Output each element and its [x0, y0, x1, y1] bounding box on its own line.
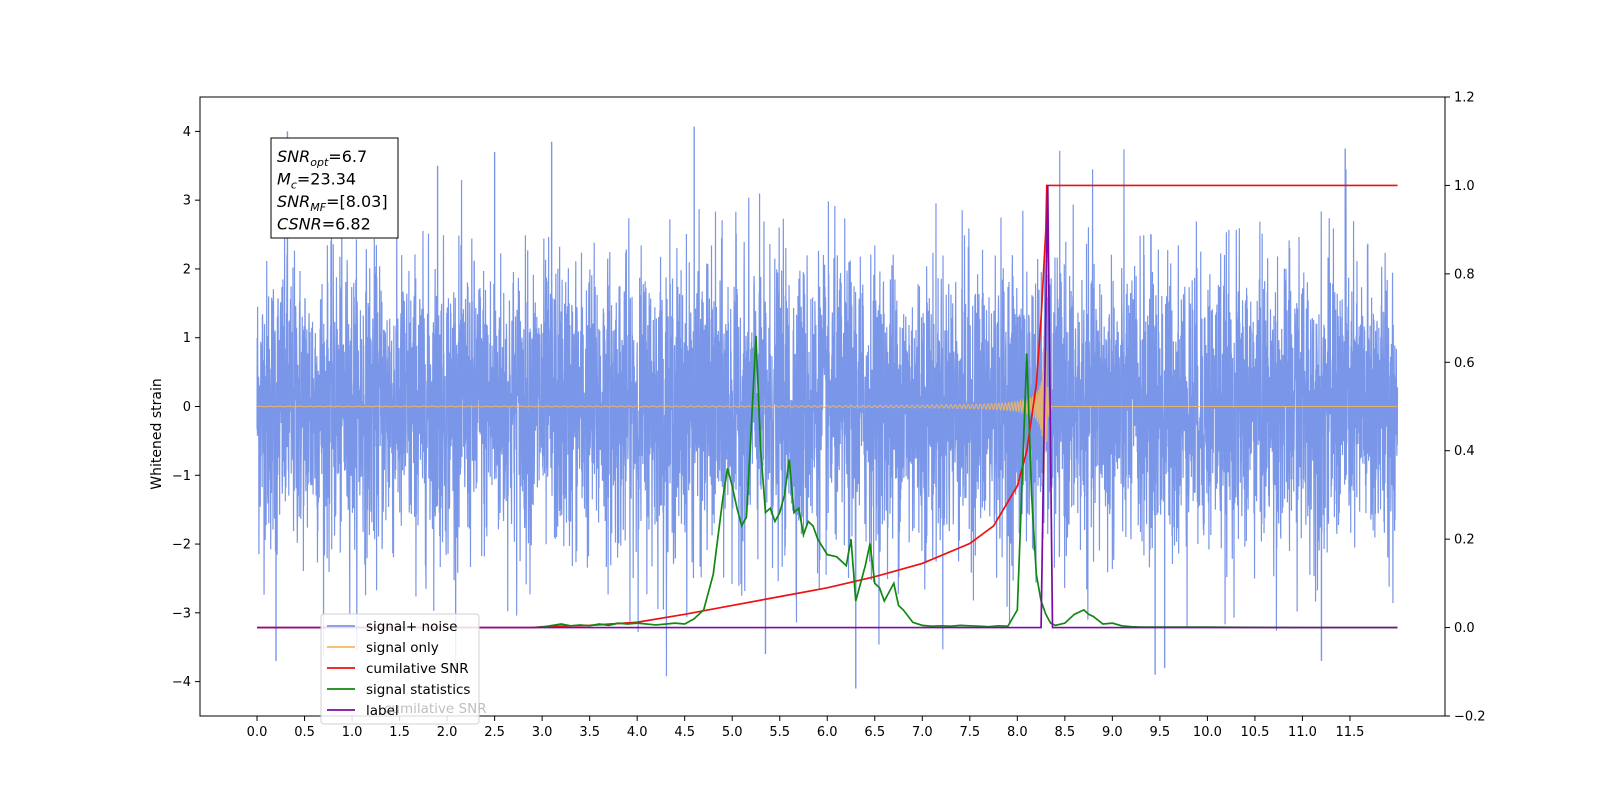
y-tick-label: −4 — [172, 675, 191, 690]
x-tick-label: 3.5 — [579, 725, 600, 740]
x-tick-label: 0.5 — [294, 725, 315, 740]
x-tick-label: 1.0 — [342, 725, 363, 740]
y-tick-label: −3 — [172, 606, 191, 621]
y-tick-label: −2 — [172, 538, 191, 553]
legend-frame — [320, 613, 480, 725]
y-tick-label: 3 — [183, 194, 191, 209]
plot-area — [256, 126, 1399, 689]
x-tick-label: 3.0 — [532, 725, 553, 740]
signal-series-group — [256, 337, 1398, 474]
series-signal-statistics — [532, 335, 1398, 629]
legend-entry-signal-statistics: signal statistics — [366, 682, 470, 698]
x-tick-label: 5.5 — [769, 725, 790, 740]
x-tick-label: 10.0 — [1193, 725, 1222, 740]
legend-entry-signal-plus-noise: signal+ noise — [366, 619, 457, 635]
x-tick-label: 9.5 — [1150, 725, 1171, 740]
y2-tick-label: 0.4 — [1454, 444, 1475, 459]
x-tick-label: 9.0 — [1102, 725, 1123, 740]
x-tick-label: 0.0 — [247, 725, 268, 740]
x-axis: 0.0 0.5 1.0 1.5 2.0 2.5 3.0 3.5 4.0 4.5 5.0 5.5 6.0 6… — [247, 716, 1364, 740]
x-tick-label: 11.5 — [1335, 725, 1364, 740]
x-tick-label: 6.0 — [817, 725, 838, 740]
x-tick-label: 8.0 — [1007, 725, 1028, 740]
noise-series-group — [256, 126, 1399, 689]
y-tick-label: 2 — [183, 262, 191, 277]
y-tick-label: 0 — [183, 400, 191, 415]
legend-entry-cumilative-snr: cumilative SNR — [366, 661, 469, 677]
x-tick-label: 7.0 — [912, 725, 933, 740]
series-signal-only — [256, 337, 1398, 474]
x-tick-label: 2.0 — [437, 725, 458, 740]
y2-tick-label: 0.2 — [1454, 533, 1475, 548]
y-tick-label: 1 — [183, 331, 191, 346]
legend-ghost-text: cumilative SNR — [384, 701, 487, 717]
legend-entry-signal-only: signal only — [366, 640, 439, 656]
x-tick-label: 8.5 — [1055, 725, 1076, 740]
info-line: CSNR=6.82 — [277, 215, 371, 234]
info-line: SNRMF=[8.03] — [277, 192, 388, 214]
x-tick-label: 1.5 — [389, 725, 410, 740]
y2-tick-label: −0.2 — [1454, 710, 1486, 725]
info-line: Mc=23.34 — [277, 170, 356, 192]
x-tick-label: 4.5 — [674, 725, 695, 740]
series-signal-plus-noise — [256, 149, 1399, 689]
info-box-frame — [270, 137, 399, 239]
x-tick-label: 6.5 — [864, 725, 885, 740]
x-tick-label: 7.5 — [959, 725, 980, 740]
y2-tick-label: 0.6 — [1454, 356, 1475, 371]
info-line: SNRopt=6.7 — [277, 147, 367, 169]
x-tick-label: 4.0 — [627, 725, 648, 740]
x-tick-label: 11.0 — [1288, 725, 1317, 740]
y-axis-right: −0.2 0.0 0.2 0.4 0.6 0.8 1.0 1.2 — [1445, 91, 1486, 725]
x-tick-label: 2.5 — [484, 725, 505, 740]
y-axis-left: −4 −3 −2 −1 0 1 2 3 4 — [172, 125, 200, 690]
y-axis-label: Whitened strain — [149, 378, 165, 489]
series-label — [257, 185, 1398, 629]
legend: cumilative SNR signal+ noise signal only cu… — [320, 613, 487, 725]
y2-tick-label: 1.0 — [1454, 179, 1475, 194]
series-cumilative-snr — [257, 184, 1398, 629]
legend-entry-label: label — [366, 703, 399, 719]
y2-tick-label: 0.8 — [1454, 267, 1475, 282]
right-series-group — [257, 184, 1398, 629]
y-tick-label: −1 — [172, 469, 191, 484]
y-tick-label: 4 — [183, 125, 191, 140]
y2-tick-label: 1.2 — [1454, 91, 1475, 106]
legend-entries: cumilative SNR signal+ noise signal only cu… — [327, 619, 487, 719]
x-tick-label: 5.0 — [722, 725, 743, 740]
y2-tick-label: 0.0 — [1454, 621, 1475, 636]
x-tick-label: 10.5 — [1240, 725, 1269, 740]
